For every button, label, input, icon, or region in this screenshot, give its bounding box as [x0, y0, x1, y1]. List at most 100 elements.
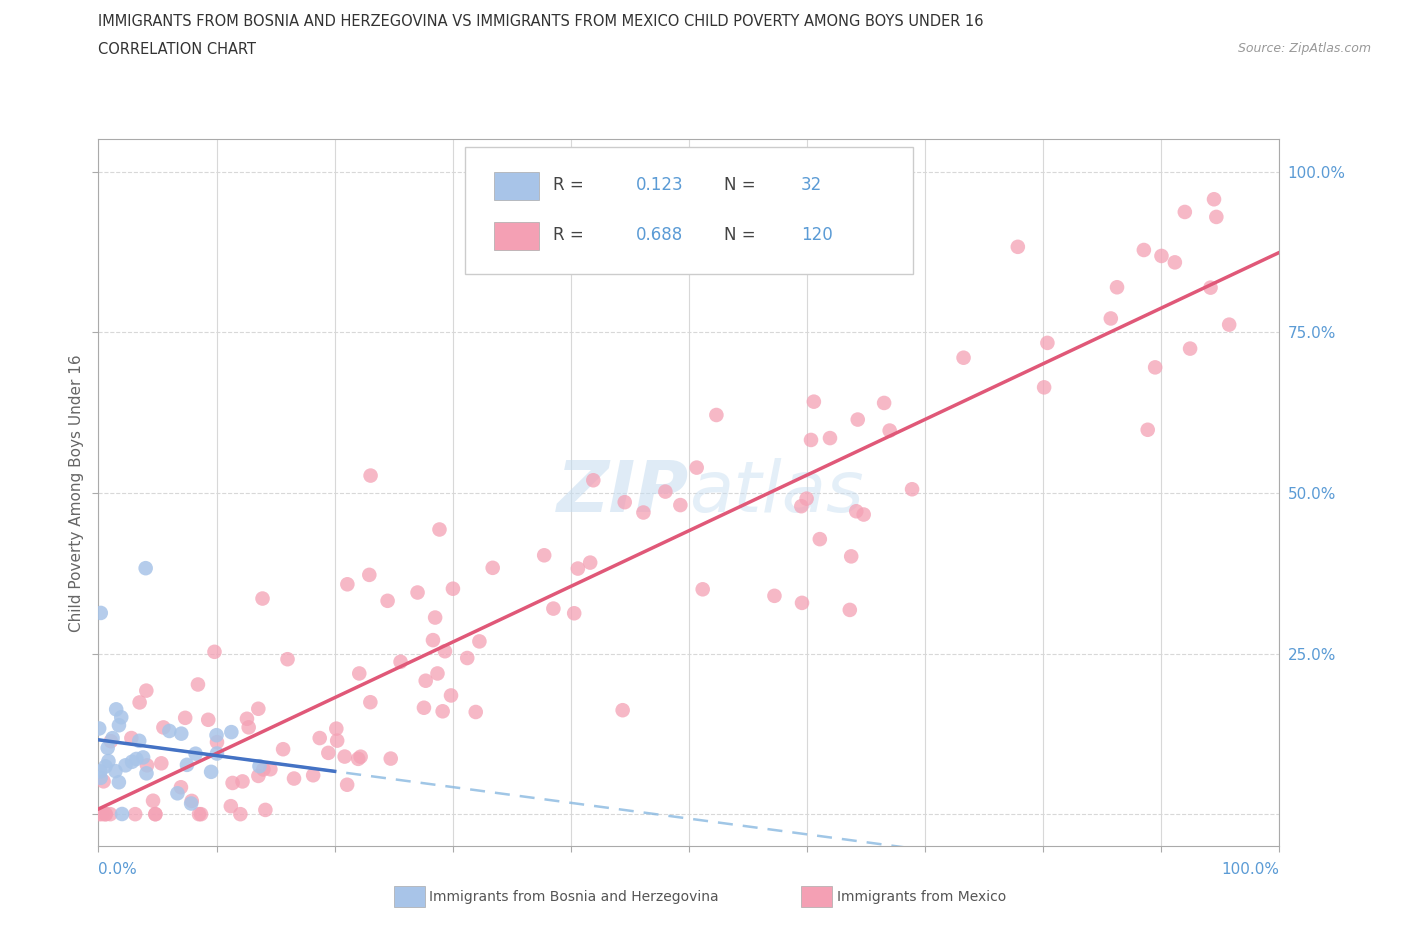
Point: [423, 610, 446, 625]
Point: [135, 766, 157, 781]
Text: 0.123: 0.123: [636, 176, 683, 193]
Point: [157, 724, 180, 738]
Point: [101, 731, 124, 746]
Point: [302, 768, 325, 783]
Point: [94, 759, 117, 774]
Point: [283, 771, 305, 786]
Point: [89, 806, 111, 821]
Point: [111, 806, 134, 821]
Text: CORRELATION CHART: CORRELATION CHART: [98, 42, 256, 57]
Point: [818, 431, 841, 445]
Point: [1202, 192, 1225, 206]
Point: [150, 756, 173, 771]
Point: [633, 505, 655, 520]
Point: [873, 395, 896, 410]
Point: [200, 764, 222, 779]
Point: [846, 412, 869, 427]
Point: [247, 768, 270, 783]
Point: [426, 666, 449, 681]
Point: [562, 605, 585, 620]
Point: [105, 702, 128, 717]
Point: [1178, 341, 1201, 356]
Point: [254, 803, 277, 817]
Text: Immigrants from Bosnia and Herzegovina: Immigrants from Bosnia and Herzegovina: [429, 889, 718, 904]
Point: [271, 742, 294, 757]
Point: [433, 644, 456, 658]
Point: [429, 522, 451, 537]
Point: [464, 705, 486, 720]
Point: [120, 731, 142, 746]
Point: [90, 605, 112, 620]
Point: [205, 728, 228, 743]
Point: [108, 775, 131, 790]
Point: [318, 746, 340, 761]
Point: [249, 759, 271, 774]
Point: [456, 651, 478, 666]
Point: [197, 712, 219, 727]
Point: [1218, 317, 1240, 332]
Point: [763, 589, 786, 604]
Point: [184, 746, 207, 761]
Point: [125, 751, 148, 766]
Point: [432, 704, 454, 719]
Point: [612, 703, 634, 718]
Point: [135, 561, 157, 576]
Point: [135, 684, 157, 698]
Point: [389, 655, 412, 670]
Point: [567, 561, 589, 576]
Point: [852, 507, 875, 522]
Point: [579, 555, 602, 570]
Text: N =: N =: [724, 176, 761, 193]
Point: [308, 731, 330, 746]
Text: ZIP: ZIP: [557, 458, 689, 527]
Point: [176, 757, 198, 772]
Text: Source: ZipAtlas.com: Source: ZipAtlas.com: [1237, 42, 1371, 55]
Point: [422, 632, 444, 647]
Point: [613, 495, 636, 510]
Point: [89, 764, 111, 778]
Point: [839, 549, 862, 564]
Point: [180, 793, 202, 808]
Point: [100, 734, 122, 749]
Point: [692, 582, 714, 597]
Point: [800, 432, 823, 447]
Point: [380, 751, 402, 766]
Point: [142, 793, 165, 808]
Point: [89, 721, 111, 736]
Point: [336, 777, 359, 792]
Point: [1199, 280, 1222, 295]
Point: [97, 740, 120, 755]
Point: [468, 634, 491, 649]
Point: [415, 673, 437, 688]
Point: [219, 799, 242, 814]
Point: [128, 734, 150, 749]
Text: 120: 120: [801, 226, 832, 244]
Point: [808, 532, 831, 547]
Point: [98, 806, 121, 821]
Point: [152, 720, 174, 735]
Point: [252, 591, 274, 606]
Point: [190, 806, 212, 821]
Point: [845, 504, 868, 519]
Point: [221, 724, 243, 739]
Point: [104, 764, 127, 778]
Point: [706, 407, 728, 422]
Point: [533, 548, 555, 563]
Point: [204, 644, 226, 659]
Point: [1099, 311, 1122, 325]
Point: [221, 776, 243, 790]
Text: 0.0%: 0.0%: [98, 862, 138, 877]
Point: [349, 666, 371, 681]
Point: [543, 601, 565, 616]
Point: [1144, 360, 1167, 375]
Point: [377, 593, 399, 608]
Point: [654, 485, 676, 499]
Point: [174, 711, 197, 725]
Point: [1033, 379, 1056, 394]
Point: [121, 754, 143, 769]
Point: [481, 561, 503, 576]
Point: [91, 806, 114, 821]
Text: 0.688: 0.688: [636, 226, 683, 244]
Point: [128, 695, 150, 710]
Point: [803, 394, 825, 409]
